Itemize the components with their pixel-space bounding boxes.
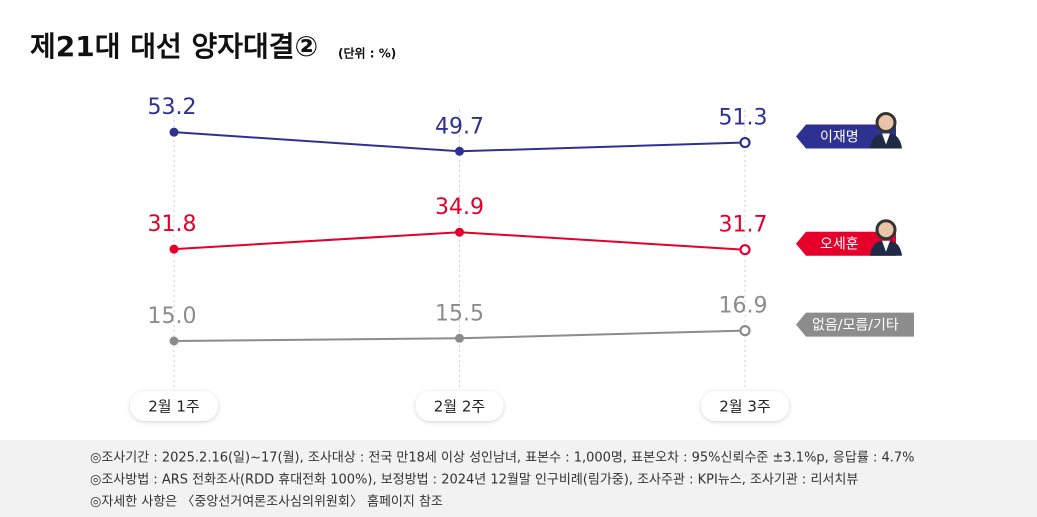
portrait-shirt: [882, 240, 890, 252]
legend-item: 없음/모름/기타: [796, 312, 914, 337]
legend-item: 이재명: [796, 112, 902, 149]
value-label: 49.7: [435, 114, 484, 139]
portrait-head: [875, 112, 897, 134]
data-point: [739, 325, 751, 337]
data-point: [455, 333, 464, 343]
legend-label: 없음/모름/기타: [812, 318, 899, 334]
notes-background: [0, 440, 1037, 517]
value-label: 15.0: [148, 304, 197, 329]
value-label: 51.3: [719, 106, 768, 131]
x-tick-label: 2월 3주: [719, 398, 770, 416]
data-point: [455, 227, 464, 237]
x-tick-label: 2월 1주: [148, 398, 199, 416]
note: ◎조사기간 : 2025.2.16(일)~17(월), 조사대상 : 전국 만1…: [90, 451, 915, 466]
data-point: [169, 336, 179, 346]
data-point: [455, 146, 464, 156]
note: ◎조사방법 : ARS 전화조사(RDD 휴대전화 100%), 보정방법 : …: [90, 473, 858, 488]
chart-subtitle: (단위 : %): [338, 46, 396, 61]
value-label: 34.9: [435, 195, 484, 220]
data-point: [739, 244, 751, 256]
chart-title: 제21대 대선 양자대결②: [30, 30, 318, 63]
legend-tag: [796, 231, 896, 256]
value-label: 16.9: [719, 294, 768, 319]
data-point: [739, 136, 751, 149]
data-point: [169, 127, 179, 137]
category-pill: [701, 391, 789, 421]
legend-tag: [796, 312, 914, 337]
value-label: 53.2: [148, 95, 197, 120]
value-label: 31.7: [719, 213, 768, 238]
portrait-head: [875, 219, 897, 241]
portrait-shirt: [882, 133, 890, 145]
value-label: 31.8: [148, 212, 197, 237]
legend-label: 이재명: [820, 130, 859, 146]
notes: ◎조사기간 : 2025.2.16(일)~17(월), 조사대상 : 전국 만1…: [90, 451, 915, 510]
data-point: [169, 244, 179, 254]
legend-tag: [796, 124, 896, 149]
note: ◎자세한 사항은 〈중앙선거여론조사심의위원회〉 홈페이지 참조: [90, 495, 443, 510]
category-pill: [130, 391, 218, 421]
category-pill: [415, 391, 504, 421]
value-label: 15.5: [435, 301, 484, 326]
legend-item: 오세훈: [796, 219, 902, 256]
x-tick-label: 2월 2주: [434, 398, 485, 416]
legend-label: 오세훈: [820, 237, 859, 253]
